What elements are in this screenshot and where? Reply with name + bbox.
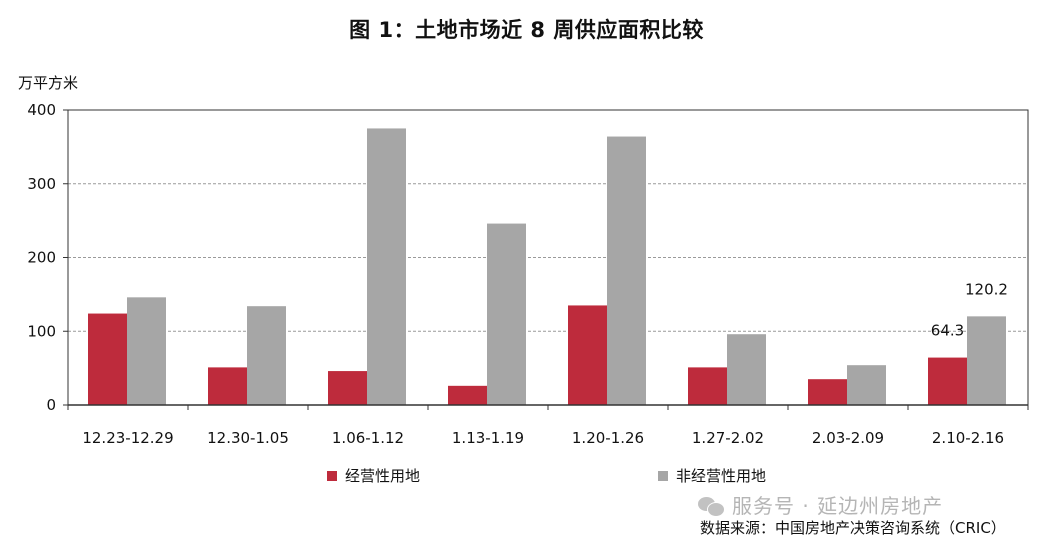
bar-series-2 bbox=[247, 306, 286, 405]
x-tick-label: 1.27-2.02 bbox=[692, 429, 764, 447]
watermark: 服务号 · 延边州房地产 bbox=[698, 490, 943, 519]
bar-series-1 bbox=[448, 385, 487, 405]
bar-series-2 bbox=[607, 136, 646, 406]
x-tick-label: 2.10-2.16 bbox=[932, 429, 1004, 447]
legend-label-series-1: 经营性用地 bbox=[345, 467, 421, 485]
bar-series-1 bbox=[88, 313, 127, 405]
y-axis-unit-label: 万平方米 bbox=[18, 74, 79, 92]
bar-series-1 bbox=[928, 357, 967, 405]
bars bbox=[88, 128, 1006, 406]
data-label: 64.3 bbox=[931, 322, 964, 340]
bar-series-1 bbox=[208, 367, 247, 405]
y-tick-label: 0 bbox=[46, 396, 56, 414]
x-tick-label: 1.13-1.19 bbox=[452, 429, 524, 447]
gridlines bbox=[67, 109, 1029, 406]
bar-series-2 bbox=[847, 365, 886, 405]
x-tick-label: 1.20-1.26 bbox=[572, 429, 644, 447]
legend-swatch-series-2 bbox=[658, 470, 668, 481]
x-tick-label: 12.23-12.29 bbox=[82, 429, 173, 447]
x-tick-label: 2.03-2.09 bbox=[812, 429, 884, 447]
wechat-icon bbox=[698, 495, 725, 517]
bar-series-2 bbox=[367, 128, 406, 405]
legend-item-series-1: 经营性用地 bbox=[327, 465, 420, 486]
x-tick-label: 12.30-1.05 bbox=[207, 429, 289, 447]
bar-series-2 bbox=[487, 223, 526, 405]
y-tick-label: 400 bbox=[27, 101, 56, 119]
data-labels: 64.3 120.2 bbox=[931, 280, 1008, 339]
bar-series-1 bbox=[688, 367, 727, 405]
watermark-text: 服务号 · 延边州房地产 bbox=[732, 494, 944, 518]
x-axis-ticks: 12.23-12.29 12.30-1.05 1.06-1.12 1.13-1.19 1… bbox=[67, 404, 1029, 447]
y-axis-ticks: 0 100 200 300 400 bbox=[27, 101, 68, 414]
legend-label-series-2: 非经营性用地 bbox=[676, 467, 767, 485]
bar-series-1 bbox=[808, 379, 847, 405]
x-tick-label: 1.06-1.12 bbox=[332, 429, 404, 447]
bar-series-2 bbox=[727, 334, 766, 405]
legend-swatch-series-1 bbox=[327, 470, 337, 481]
source-note: 数据来源：中国房地产决策咨询系统（CRIC） bbox=[700, 519, 1006, 537]
data-label: 120.2 bbox=[965, 280, 1008, 298]
y-tick-label: 200 bbox=[27, 249, 56, 267]
bar-series-1 bbox=[328, 371, 367, 405]
bar-series-2 bbox=[967, 316, 1006, 405]
legend-item-series-2: 非经营性用地 bbox=[658, 465, 766, 486]
y-tick-label: 100 bbox=[27, 322, 56, 340]
bar-series-1 bbox=[568, 305, 607, 405]
chart-title: 图 1：土地市场近 8 周供应面积比较 bbox=[349, 18, 704, 42]
y-tick-label: 300 bbox=[27, 175, 56, 193]
bar-series-2 bbox=[127, 297, 166, 405]
